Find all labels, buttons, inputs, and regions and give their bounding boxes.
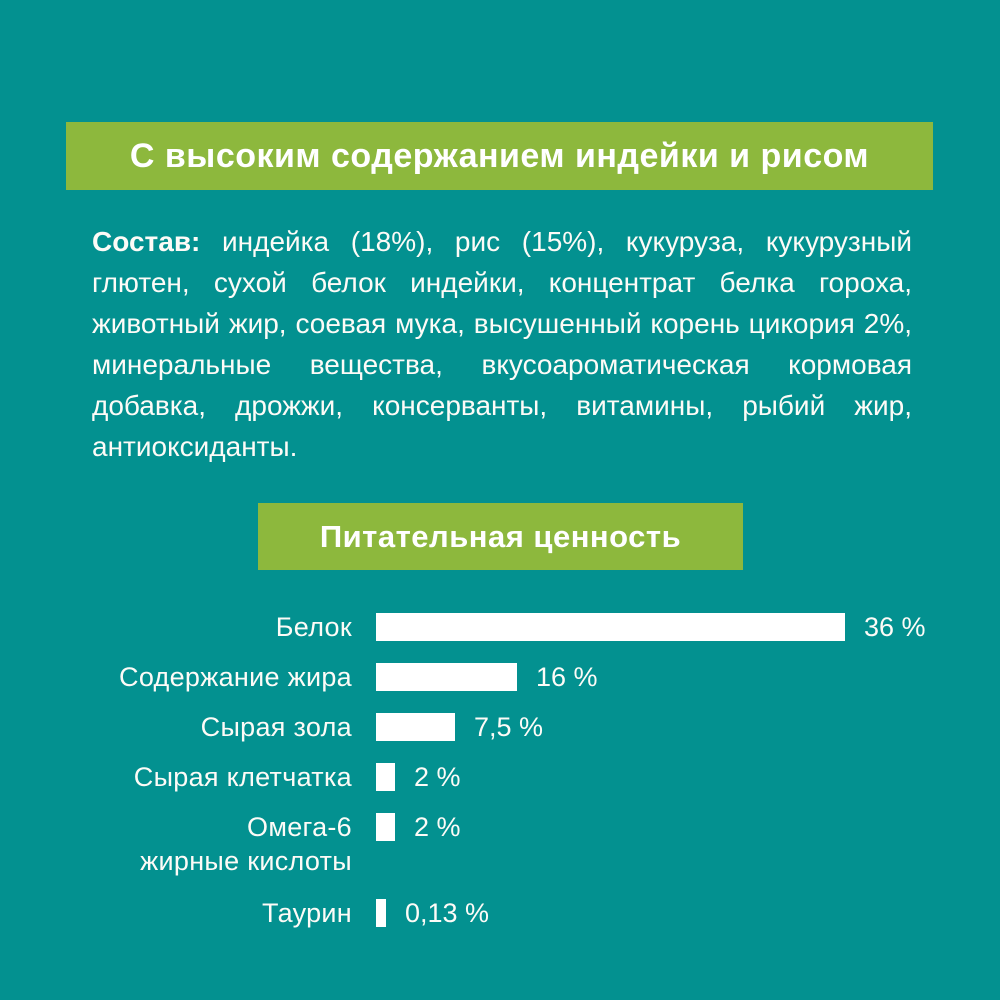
- chart-row-label: Омега-6 жирные кислоты: [60, 810, 352, 878]
- chart-value-label: 36 %: [864, 612, 926, 642]
- chart-row-bar-area: 2 %: [376, 810, 461, 844]
- chart-bar: [376, 813, 395, 841]
- chart-row-bar-area: 2 %: [376, 760, 461, 794]
- chart-row: Омега-6 жирные кислоты 2 %: [60, 810, 960, 878]
- chart-row-label-line: Сырая клетчатка: [133, 762, 352, 792]
- chart-row-label: Таурин: [60, 896, 352, 930]
- chart-row-label: Сырая зола: [60, 710, 352, 744]
- chart-value-label: 0,13 %: [405, 898, 490, 928]
- chart-row-label-line: Белок: [275, 612, 352, 642]
- nutrition-banner: Питательная ценность: [258, 503, 743, 570]
- chart-bar: [376, 763, 395, 791]
- chart-row-bar-area: 16 %: [376, 660, 598, 694]
- header-banner-text: С высоким содержанием индейки и рисом: [129, 136, 870, 175]
- chart-row-label-line: Таурин: [262, 898, 352, 928]
- chart-value-label: 16 %: [536, 662, 598, 692]
- chart-row-label: Сырая клетчатка: [60, 760, 352, 794]
- chart-value-label: 2 %: [414, 762, 461, 792]
- chart-row: Сырая зола 7,5 %: [60, 710, 960, 744]
- chart-bar: [376, 899, 386, 927]
- header-banner: С высоким содержанием индейки и рисом: [66, 122, 933, 190]
- chart-row-label-line: жирные кислоты: [140, 846, 352, 876]
- chart-row-bar-area: 36 %: [376, 610, 926, 644]
- chart-row: Сырая клетчатка 2 %: [60, 760, 960, 794]
- chart-row: Содержание жира 16 %: [60, 660, 960, 694]
- chart-bar: [376, 713, 455, 741]
- chart-row-label-line: Сырая зола: [200, 712, 352, 742]
- chart-row: Таурин 0,13 %: [60, 896, 960, 930]
- chart-value-label: 2 %: [414, 812, 461, 842]
- chart-bar: [376, 663, 517, 691]
- chart-row-label-line: Омега-6: [247, 812, 352, 842]
- chart-row-label-line: Содержание жира: [119, 662, 352, 692]
- chart-value-label: 7,5 %: [474, 712, 544, 742]
- composition-text: Состав: индейка (18%), рис (15%), кукуру…: [92, 221, 912, 467]
- chart-row-bar-area: 0,13 %: [376, 896, 489, 930]
- chart-bar: [376, 613, 845, 641]
- chart-row-label: Содержание жира: [60, 660, 352, 694]
- composition-label: Состав:: [92, 226, 201, 257]
- chart-row-label: Белок: [60, 610, 352, 644]
- composition-body: индейка (18%), рис (15%), кукуруза, куку…: [92, 226, 912, 462]
- nutrition-banner-text: Питательная ценность: [319, 518, 682, 554]
- chart-row: Белок 36 %: [60, 610, 960, 644]
- nutrition-chart: Белок 36 % Содержание жира 16 % Сырая зо…: [60, 610, 960, 946]
- chart-row-bar-area: 7,5 %: [376, 710, 543, 744]
